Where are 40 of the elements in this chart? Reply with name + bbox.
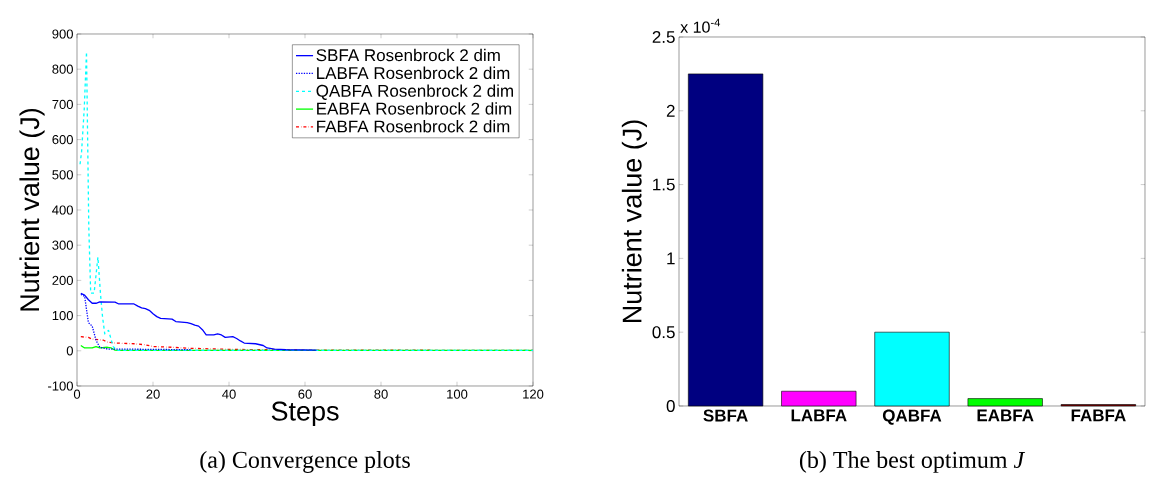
- x-tick-label: 0: [73, 389, 81, 399]
- x-tick-label: 100: [447, 389, 468, 399]
- y-tick-label: 1: [667, 252, 675, 265]
- y-tick-label: 0.5: [652, 326, 675, 339]
- x-tick-label: LABFA: [791, 409, 847, 422]
- y-tick-label: 900: [52, 29, 73, 39]
- legend-label: FABFA Rosenbrock 2 dim: [317, 120, 510, 133]
- y-tick-label: 2: [666, 104, 675, 117]
- y-tick-label: 300: [52, 240, 73, 250]
- x-tick-label: 40: [222, 389, 236, 399]
- y-tick-label: 500: [52, 170, 73, 180]
- legend-label: QABFA Rosenbrock 2 dim: [316, 84, 513, 100]
- y-axis-title: Nutrient value (J): [621, 120, 647, 323]
- y-tick-label: 800: [52, 64, 73, 74]
- legend-label: LABFA Rosenbrock 2 dim: [317, 66, 510, 80]
- x-tick-label: SBFA: [703, 409, 748, 422]
- y-tick-label: 1.5: [653, 178, 675, 191]
- x-tick-label: QABFA: [882, 409, 942, 425]
- text: (a) Convergence plots: [200, 451, 410, 473]
- legend-label: EABFA Rosenbrock 2 dim: [317, 102, 512, 115]
- y-tick-label: 700: [52, 99, 73, 109]
- y-tick-label: 200: [52, 275, 73, 285]
- y-tick-label: 0: [666, 399, 675, 413]
- text: (b) The best optimum J: [799, 451, 1026, 473]
- x-tick-label: 20: [146, 389, 160, 399]
- x-tick-label: FABFA: [1071, 409, 1126, 422]
- y-axis-title: Nutrient value (J): [19, 108, 45, 311]
- y-tick-label: 600: [52, 134, 73, 145]
- x-tick-label: EABFA: [977, 409, 1034, 422]
- x-tick-label: 80: [374, 389, 388, 399]
- y-tick-label: -100: [48, 381, 73, 391]
- legend-label: SBFA Rosenbrock 2 dim: [316, 48, 500, 62]
- x-tick-label: 60: [298, 389, 312, 399]
- y-tick-label: 2.5: [652, 30, 675, 44]
- y-tick-label: 400: [52, 205, 73, 215]
- x-tick-label: 120: [523, 389, 544, 399]
- text: x 10$^{-4}$: [680, 18, 721, 33]
- y-tick-label: 0: [66, 346, 73, 356]
- y-tick-label: 100: [52, 310, 73, 321]
- x-axis-title: Steps: [271, 401, 339, 427]
